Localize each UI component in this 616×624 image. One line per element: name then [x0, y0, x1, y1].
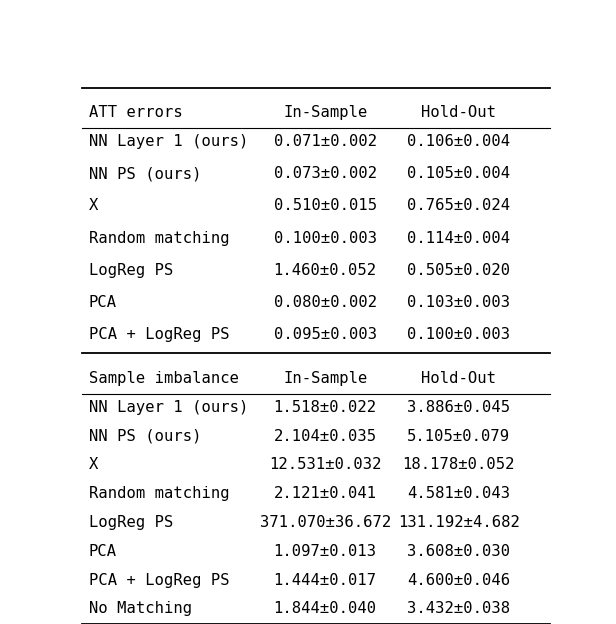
Text: 1.518±0.022: 1.518±0.022 [274, 400, 377, 415]
Text: 1.444±0.017: 1.444±0.017 [274, 573, 377, 588]
Text: Random matching: Random matching [89, 486, 230, 501]
Text: X: X [89, 457, 99, 472]
Text: NN PS (ours): NN PS (ours) [89, 166, 201, 181]
Text: 4.600±0.046: 4.600±0.046 [407, 573, 511, 588]
Text: NN Layer 1 (ours): NN Layer 1 (ours) [89, 134, 248, 149]
Text: 1.097±0.013: 1.097±0.013 [274, 544, 377, 559]
Text: NN Layer 1 (ours): NN Layer 1 (ours) [89, 400, 248, 415]
Text: 12.531±0.032: 12.531±0.032 [269, 457, 381, 472]
Text: 0.505±0.020: 0.505±0.020 [407, 263, 511, 278]
Text: PCA + LogReg PS: PCA + LogReg PS [89, 573, 230, 588]
Text: 3.886±0.045: 3.886±0.045 [407, 400, 511, 415]
Text: X: X [89, 198, 99, 213]
Text: 0.100±0.003: 0.100±0.003 [407, 327, 511, 342]
Text: 0.103±0.003: 0.103±0.003 [407, 295, 511, 310]
Text: ATT errors: ATT errors [89, 105, 183, 120]
Text: 0.510±0.015: 0.510±0.015 [274, 198, 377, 213]
Text: 3.608±0.030: 3.608±0.030 [407, 544, 511, 559]
Text: 1.460±0.052: 1.460±0.052 [274, 263, 377, 278]
Text: 0.100±0.003: 0.100±0.003 [274, 230, 377, 246]
Text: 3.432±0.038: 3.432±0.038 [407, 602, 511, 617]
Text: In-Sample: In-Sample [283, 105, 367, 120]
Text: 0.105±0.004: 0.105±0.004 [407, 166, 511, 181]
Text: 2.121±0.041: 2.121±0.041 [274, 486, 377, 501]
Text: 0.095±0.003: 0.095±0.003 [274, 327, 377, 342]
Text: 371.070±36.672: 371.070±36.672 [259, 515, 391, 530]
Text: PCA: PCA [89, 544, 117, 559]
Text: Hold-Out: Hold-Out [421, 105, 496, 120]
Text: 0.114±0.004: 0.114±0.004 [407, 230, 511, 246]
Text: 0.765±0.024: 0.765±0.024 [407, 198, 511, 213]
Text: PCA + LogReg PS: PCA + LogReg PS [89, 327, 230, 342]
Text: 131.192±4.682: 131.192±4.682 [398, 515, 520, 530]
Text: In-Sample: In-Sample [283, 371, 367, 386]
Text: PCA: PCA [89, 295, 117, 310]
Text: 18.178±0.052: 18.178±0.052 [403, 457, 515, 472]
Text: 4.581±0.043: 4.581±0.043 [407, 486, 511, 501]
Text: 5.105±0.079: 5.105±0.079 [407, 429, 511, 444]
Text: LogReg PS: LogReg PS [89, 515, 173, 530]
Text: LogReg PS: LogReg PS [89, 263, 173, 278]
Text: 0.073±0.002: 0.073±0.002 [274, 166, 377, 181]
Text: 1.844±0.040: 1.844±0.040 [274, 602, 377, 617]
Text: Hold-Out: Hold-Out [421, 371, 496, 386]
Text: 2.104±0.035: 2.104±0.035 [274, 429, 377, 444]
Text: No Matching: No Matching [89, 602, 192, 617]
Text: 0.071±0.002: 0.071±0.002 [274, 134, 377, 149]
Text: 0.080±0.002: 0.080±0.002 [274, 295, 377, 310]
Text: NN PS (ours): NN PS (ours) [89, 429, 201, 444]
Text: Random matching: Random matching [89, 230, 230, 246]
Text: 0.106±0.004: 0.106±0.004 [407, 134, 511, 149]
Text: Sample imbalance: Sample imbalance [89, 371, 239, 386]
